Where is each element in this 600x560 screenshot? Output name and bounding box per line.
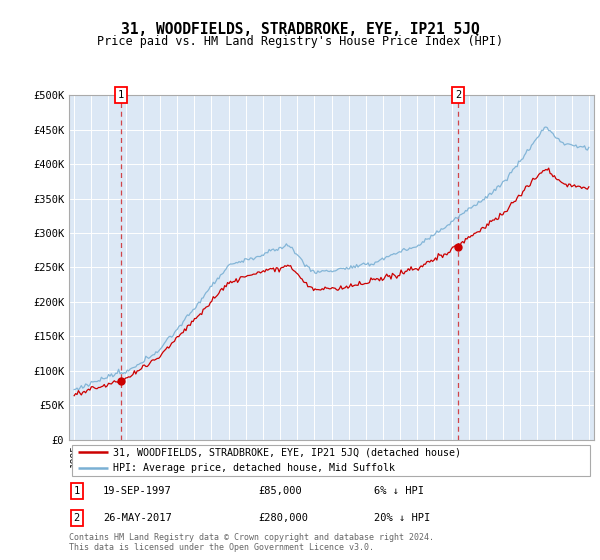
Text: 19-SEP-1997: 19-SEP-1997	[103, 487, 172, 496]
Text: 1: 1	[74, 487, 80, 496]
Text: 20% ↓ HPI: 20% ↓ HPI	[373, 513, 430, 523]
Text: 6% ↓ HPI: 6% ↓ HPI	[373, 487, 424, 496]
Text: 2: 2	[74, 513, 80, 523]
Text: 31, WOODFIELDS, STRADBROKE, EYE, IP21 5JQ (detached house): 31, WOODFIELDS, STRADBROKE, EYE, IP21 5J…	[113, 447, 461, 458]
Text: Contains HM Land Registry data © Crown copyright and database right 2024.: Contains HM Land Registry data © Crown c…	[69, 533, 434, 542]
Text: 1: 1	[118, 90, 124, 100]
Text: 2: 2	[455, 90, 461, 100]
Text: 31, WOODFIELDS, STRADBROKE, EYE, IP21 5JQ: 31, WOODFIELDS, STRADBROKE, EYE, IP21 5J…	[121, 22, 479, 38]
Text: £280,000: £280,000	[258, 513, 308, 523]
Text: HPI: Average price, detached house, Mid Suffolk: HPI: Average price, detached house, Mid …	[113, 463, 395, 473]
Text: £85,000: £85,000	[258, 487, 302, 496]
Text: 26-MAY-2017: 26-MAY-2017	[103, 513, 172, 523]
Text: This data is licensed under the Open Government Licence v3.0.: This data is licensed under the Open Gov…	[69, 543, 374, 552]
Text: Price paid vs. HM Land Registry's House Price Index (HPI): Price paid vs. HM Land Registry's House …	[97, 35, 503, 48]
FancyBboxPatch shape	[71, 445, 590, 476]
